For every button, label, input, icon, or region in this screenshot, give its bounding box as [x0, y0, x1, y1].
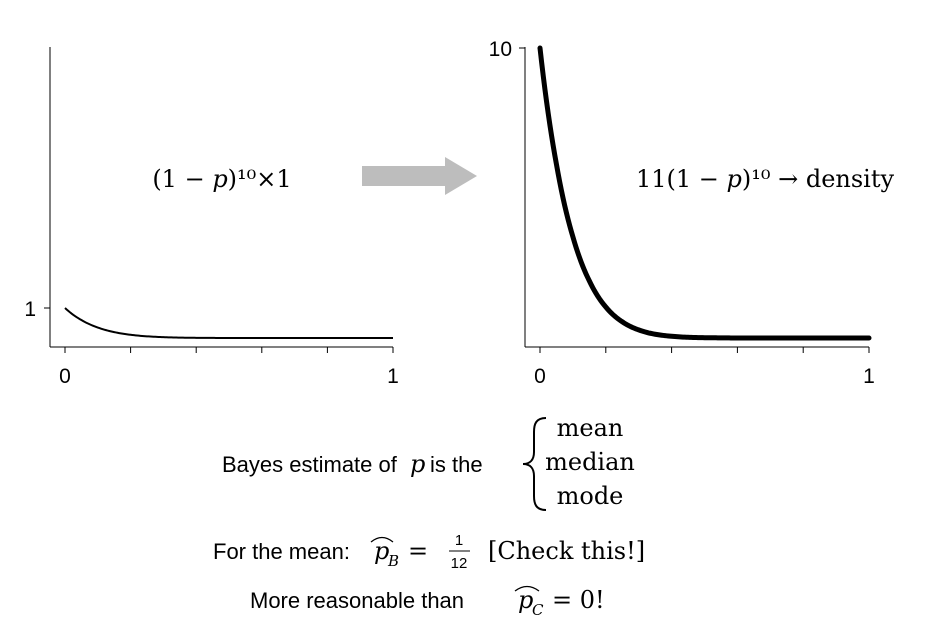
option-mean: mean — [557, 414, 624, 442]
right-x-ticks — [539, 347, 870, 353]
right-curve — [537, 45, 872, 341]
arrow-shaft — [362, 166, 447, 186]
fraction-denominator: 12 — [451, 555, 468, 572]
arrow-head — [445, 157, 477, 195]
reasonable-sub: 𝐶 — [532, 601, 544, 619]
fraction-numerator: 1 — [455, 532, 463, 549]
mean-eq: = — [408, 537, 428, 565]
reasonable-prefix: More reasonable than — [250, 588, 464, 613]
transition-arrow-icon — [362, 157, 477, 195]
reasonable-lhs: 𝑝 — [518, 586, 533, 614]
mean-prefix: For the mean: — [213, 539, 350, 564]
right-chart: 10 0 1 11(1 − 𝑝)¹⁰ → density — [489, 38, 895, 388]
left-y-tick-label: 1 — [24, 298, 36, 321]
bayes-p: 𝑝 — [410, 450, 425, 478]
left-curve — [64, 307, 393, 339]
left-x-tick-label-0: 0 — [59, 365, 71, 388]
left-x-tick-label-1: 1 — [387, 365, 399, 388]
reasonable-statement: More reasonable than 𝑝 𝐶 = 0! — [250, 585, 605, 619]
mean-lhs-sub: 𝐵 — [387, 552, 399, 570]
option-mode: mode — [557, 482, 624, 510]
bayes-suffix: is the — [430, 452, 483, 477]
mean-statement: For the mean: 𝑝 𝐵 = 1 12 [Check this!] — [213, 532, 645, 572]
hat-icon — [370, 536, 394, 543]
mean-lhs: 𝑝 — [374, 537, 389, 565]
right-x-tick-label-0: 0 — [534, 365, 546, 388]
left-chart: 1 0 1 (1 − 𝑝)¹⁰×1 — [24, 47, 399, 388]
brace-icon — [522, 417, 547, 511]
right-formula: 11(1 − 𝑝)¹⁰ → density — [636, 165, 895, 193]
right-x-tick-label-1: 1 — [863, 365, 875, 388]
bayes-prefix: Bayes estimate of — [222, 452, 398, 477]
left-formula: (1 − 𝑝)¹⁰×1 — [152, 165, 291, 193]
mean-check: [Check this!] — [488, 537, 645, 565]
left-x-ticks — [64, 347, 394, 353]
bayes-estimate-statement: Bayes estimate of 𝑝 is the mean median m… — [222, 414, 635, 511]
hat-icon — [514, 585, 540, 592]
right-y-tick-label: 10 — [489, 38, 512, 61]
option-median: median — [545, 448, 635, 476]
reasonable-rhs: = 0! — [552, 586, 605, 614]
